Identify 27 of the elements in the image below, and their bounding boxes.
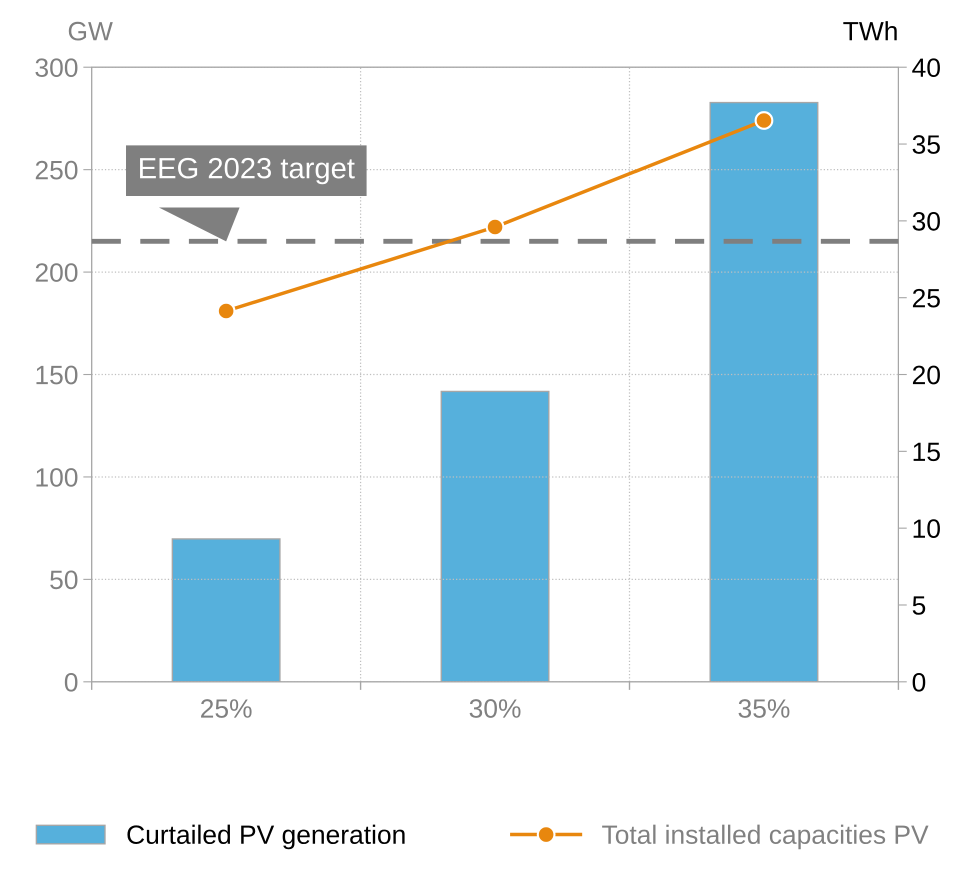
y2-axis-title: TWh	[843, 21, 897, 40]
y2-tick-label: 15	[914, 442, 940, 462]
x-tick-label: 30%	[470, 699, 521, 718]
x-tick-label: 35%	[738, 699, 790, 718]
y2-tick-label: 25	[912, 288, 940, 308]
y2-tick-label: 20	[912, 366, 940, 384]
y2-tick-label: 10	[914, 519, 940, 538]
y-tick-label: 50	[50, 570, 78, 590]
y-tick-label: 200	[36, 263, 78, 282]
y-tick-label: 100	[36, 468, 78, 487]
legend-label: Curtailed PV generation	[127, 824, 405, 850]
y-tick-label: 150	[36, 366, 78, 384]
legend-label: Total installed capacities PV	[602, 824, 929, 850]
y-tick-label: 250	[36, 160, 78, 180]
point	[486, 218, 504, 236]
y2-tick-label: 5	[912, 596, 926, 615]
y2-tick-label: 35	[912, 135, 940, 154]
y2-tick-label: 0	[912, 672, 926, 692]
y2-tick-label: 40	[912, 58, 940, 78]
point	[216, 302, 236, 320]
y-axis-title: GW	[68, 22, 113, 40]
y2-tick-label: 30	[912, 212, 940, 231]
ref-line-label: EEG 2023 target	[140, 158, 355, 184]
y-tick-label: 0	[64, 672, 78, 692]
x-tick-label: 25%	[201, 699, 252, 718]
y-tick-label: 300	[35, 58, 78, 78]
point	[754, 111, 774, 130]
